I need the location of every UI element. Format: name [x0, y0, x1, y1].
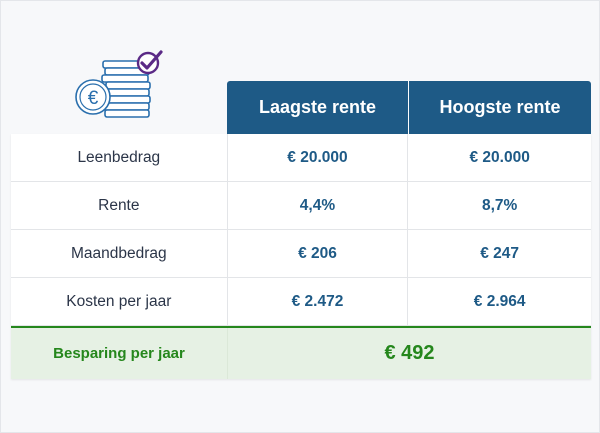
savings-row: Besparing per jaar € 492: [11, 326, 591, 379]
column-header-label: Hoogste rente: [439, 97, 561, 117]
table-row: Maandbedrag € 206 € 247: [11, 230, 591, 278]
high-rate-value: 8,7%: [481, 196, 518, 214]
row-label: Maandbedrag: [11, 230, 228, 277]
savings-value: € 492: [384, 342, 435, 364]
table-row: Kosten per jaar € 2.472 € 2.964: [11, 278, 591, 326]
table-row: Leenbedrag € 20.000 € 20.000: [11, 134, 591, 182]
high-rate-value: € 20.000: [469, 148, 530, 166]
low-rate-value: € 206: [228, 230, 409, 277]
row-label: Kosten per jaar: [11, 278, 228, 325]
high-rate-value: € 247: [480, 244, 520, 262]
column-header-highest-rate: Hoogste rente: [409, 81, 591, 140]
euro-coins-check-icon: €: [75, 50, 163, 118]
column-header-label: Laagste rente: [258, 97, 377, 117]
low-rate-value: € 2.472: [228, 278, 409, 325]
row-label: Rente: [11, 182, 228, 229]
savings-label: Besparing per jaar: [11, 328, 228, 379]
row-label: Leenbedrag: [11, 134, 228, 181]
low-rate-value: € 20.000: [228, 134, 409, 181]
svg-text:€: €: [88, 88, 99, 109]
low-rate-value: 4,4%: [228, 182, 409, 229]
comparison-table: Leenbedrag € 20.000 € 20.000 Rente 4,4% …: [11, 134, 591, 379]
header-divider: [408, 81, 409, 134]
column-header-lowest-rate: Laagste rente: [227, 81, 408, 140]
table-row: Rente 4,4% 8,7%: [11, 182, 591, 230]
high-rate-value: € 2.964: [473, 292, 526, 310]
